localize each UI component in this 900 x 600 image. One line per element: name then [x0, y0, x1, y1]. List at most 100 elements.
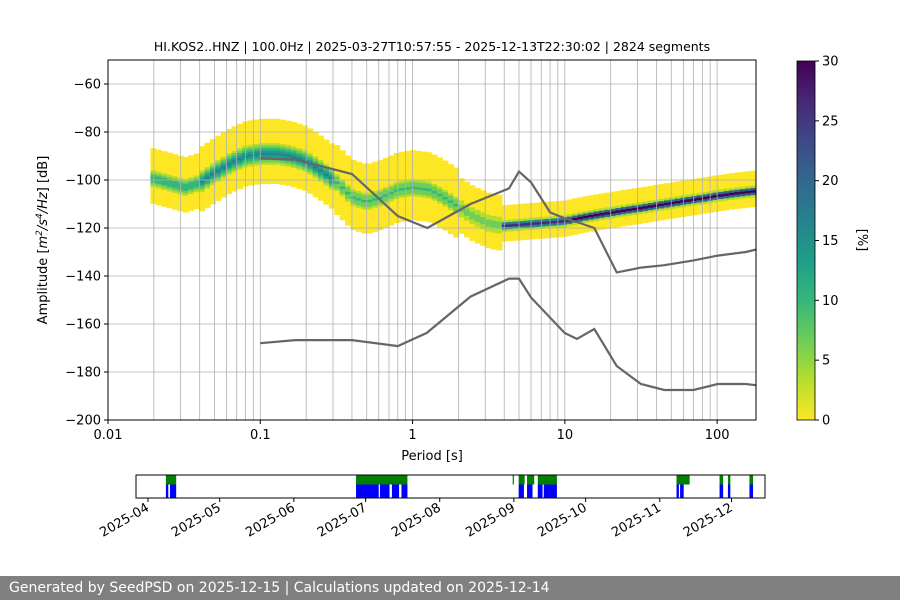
heatmap-cell: [437, 186, 444, 190]
heatmap-cell: [204, 147, 211, 151]
heatmap-cell: [393, 208, 400, 212]
heatmap-cell: [382, 181, 389, 185]
heatmap-cell: [247, 122, 254, 126]
heatmap-cell: [674, 205, 681, 209]
heatmap-cell: [345, 203, 352, 207]
heatmap-cell: [626, 210, 633, 214]
heatmap-cell: [291, 181, 298, 185]
heatmap-cell: [409, 183, 416, 187]
heatmap-cell: [577, 199, 584, 203]
heatmap-cell: [263, 166, 270, 170]
heatmap-cell: [231, 179, 238, 182]
heatmap-cell: [188, 188, 195, 192]
heatmap-cell: [696, 192, 703, 196]
heatmap-cell: [328, 174, 335, 178]
heatmap-cell: [226, 145, 233, 149]
heatmap-cell: [642, 203, 649, 207]
heatmap-cell: [182, 197, 189, 201]
heatmap-cell: [674, 193, 681, 197]
heatmap-cell: [209, 158, 216, 162]
heatmap-cell: [226, 157, 233, 161]
heatmap-cell: [582, 217, 589, 221]
heatmap-cell: [274, 171, 281, 175]
heatmap-cell: [204, 145, 211, 148]
heatmap-cell: [166, 179, 173, 182]
heatmap-cell: [247, 168, 254, 172]
heatmap-cell: [269, 142, 276, 146]
heatmap-cell: [480, 221, 487, 225]
heatmap-cell: [361, 206, 368, 210]
heatmap-cell: [399, 209, 406, 213]
heatmap-cell: [647, 200, 654, 203]
heatmap-cell: [274, 135, 281, 139]
heatmap-cell: [161, 182, 168, 186]
heatmap-cell: [431, 181, 438, 184]
heatmap-cell: [350, 212, 357, 216]
heatmap-cell: [285, 135, 292, 138]
heatmap-cell: [658, 205, 665, 209]
heatmap-cell: [647, 204, 654, 208]
heatmap-cell: [296, 150, 303, 153]
heatmap-cell: [604, 197, 611, 201]
heatmap-cell: [572, 210, 579, 214]
heatmap-cell: [182, 156, 189, 160]
heatmap-cell: [593, 196, 600, 200]
heatmap-cell: [220, 153, 227, 157]
heatmap-cell: [610, 201, 617, 205]
heatmap-cell: [382, 186, 389, 190]
heatmap-cell: [415, 213, 422, 216]
heatmap-cell: [718, 186, 725, 190]
heatmap-cell: [172, 161, 179, 165]
heatmap-cell: [204, 195, 211, 199]
heatmap-cell: [328, 191, 335, 195]
heatmap-cell: [388, 177, 395, 180]
heatmap-cell: [193, 191, 200, 195]
heatmap-cell: [388, 215, 395, 219]
heatmap-cell: [507, 216, 514, 220]
heatmap-cell: [512, 209, 519, 212]
heatmap-cell: [491, 208, 498, 212]
heatmap-cell: [312, 165, 319, 169]
heatmap-cell: [501, 205, 508, 208]
heatmap-cell: [193, 194, 200, 198]
heatmap-cell: [166, 174, 173, 178]
heatmap-cell: [307, 164, 314, 168]
heatmap-cell: [409, 154, 416, 158]
heatmap-cell: [442, 165, 449, 169]
heatmap-cell: [226, 169, 233, 173]
heatmap-cell: [280, 160, 287, 164]
heatmap-cell: [301, 147, 308, 150]
heatmap-cell: [474, 233, 481, 237]
heatmap-cell: [226, 148, 233, 151]
heatmap-cell: [577, 216, 584, 220]
timeline-tick-label: 2025-09: [463, 500, 518, 540]
heatmap-cell: [339, 150, 346, 154]
heatmap-cell: [269, 169, 276, 172]
heatmap-cell: [453, 220, 460, 224]
y-tick-label: −100: [65, 174, 101, 189]
heatmap-cell: [274, 159, 281, 163]
heatmap-cell: [453, 193, 460, 197]
heatmap-cell: [215, 169, 222, 173]
heatmap-cell: [496, 206, 503, 210]
heatmap-cell: [480, 204, 487, 208]
heatmap-cell: [366, 230, 373, 234]
heatmap-cell: [269, 181, 276, 184]
heatmap-cell: [377, 172, 384, 175]
heatmap-cell: [263, 159, 270, 163]
heatmap-cell: [415, 172, 422, 176]
heatmap-cell: [247, 173, 254, 176]
heatmap-cell: [312, 180, 319, 183]
heatmap-cell: [750, 185, 756, 188]
heatmap-cell: [253, 153, 260, 156]
heatmap-cell: [334, 149, 341, 153]
heatmap-cell: [399, 204, 406, 208]
heatmap-cell: [593, 199, 600, 202]
heatmap-cell: [253, 131, 260, 135]
heatmap-cell: [480, 216, 487, 220]
heatmap-cell: [637, 221, 644, 224]
heatmap-cell: [572, 205, 579, 209]
heatmap-cell: [469, 221, 476, 225]
heatmap-cell: [220, 158, 227, 162]
heatmap-cell: [328, 162, 335, 166]
